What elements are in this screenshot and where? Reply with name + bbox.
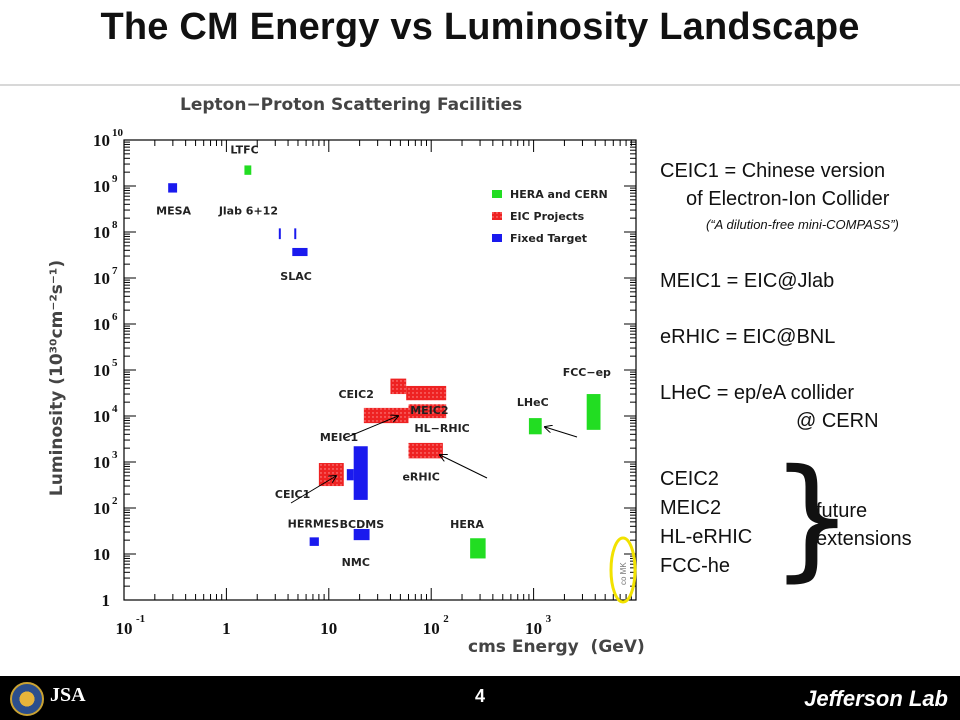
facility-label: HERMES [288,517,340,530]
x-tick-exponent: 2 [443,613,449,625]
future-item-1: CEIC2 [660,468,719,490]
y-tick-label: 10 [93,223,110,242]
slide-title: The CM Energy vs Luminosity Landscape [100,6,860,48]
arrow-lhec [545,427,578,438]
y-tick-exponent: 8 [112,219,118,231]
facility-box [318,463,344,487]
facility-box [244,165,252,175]
y-tick-exponent: 6 [112,311,118,323]
facility-label: LTFC [230,143,258,156]
legend-swatch [492,190,502,198]
facility-box [294,228,297,240]
x-tick-label: 10 [116,619,133,638]
note-lhec: LHeC = ep/eA collider [660,382,855,404]
future-label-1: future [816,500,868,522]
facility-label: BCDMS [340,518,385,531]
facility-box [408,442,443,459]
y-tick-label: 10 [93,131,110,150]
facility-label: FCC−ep [563,366,611,379]
future-item-3: HL-eRHIC [660,526,753,548]
facility-box [408,404,447,419]
facility-box [168,183,178,193]
facility-label: HERA [450,518,484,531]
x-tick-exponent: -1 [136,613,145,625]
y-tick-label: 10 [93,545,110,564]
y-tick-exponent: 5 [112,357,118,369]
y-tick-label: 10 [93,407,110,426]
facility-box [470,538,486,559]
facility-label: MESA [156,205,191,218]
y-tick-label: 10 [93,269,110,288]
facility-box [278,228,281,240]
note-lhec-cern: @ CERN [796,410,879,432]
x-tick-label: 10 [320,619,337,638]
future-brace: } [770,441,854,595]
title-divider [0,84,960,86]
facility-label: NMC [342,556,370,569]
facility-label: LHeC [517,396,549,409]
page-number: 4 [474,686,485,706]
footer-bar: JSA 4 Jefferson Lab [0,676,960,720]
y-tick-label: 10 [93,453,110,472]
y-tick-label: 10 [93,315,110,334]
y-tick-exponent: 7 [112,265,118,277]
future-label-2: extensions [816,528,912,550]
facility-box [346,469,354,481]
legend-entry: EIC Projects [510,210,585,223]
y-tick-exponent: 10 [112,127,124,139]
facility-box [353,446,368,500]
legend-swatch [492,234,502,242]
note-ceic1-quote: (“A dilution-free mini-COMPASS”) [706,217,899,232]
note-ceic1: CEIC1 = Chinese version [660,160,886,182]
facility-label: MEIC1 [320,431,358,444]
facility-label: CEIC1 [275,488,310,501]
y-axis-label: Luminosity (10³⁰cm⁻²s⁻¹) [47,260,67,496]
facility-label: HL−RHIC [414,422,469,435]
x-tick-exponent: 3 [546,613,552,625]
chart-title: Lepton−Proton Scattering Facilities [180,95,522,115]
note-ceic1-desc: of Electron-Ion Collider [686,188,890,210]
facility-box [406,385,447,401]
future-item-2: MEIC2 [660,497,722,519]
facility-label: CEIC2 [338,388,373,401]
arrow-ceic1 [290,476,336,504]
jefferson-lab-logo: Jefferson Lab [804,686,948,711]
x-tick-label: 1 [222,619,231,638]
chart-watermark: co MK [619,562,628,585]
facility-box [353,528,370,541]
y-tick-label: 10 [93,361,110,380]
facility-label: eRHIC [402,470,439,483]
y-tick-label: 10 [93,499,110,518]
legend-entry: HERA and CERN [510,188,608,201]
jsa-logo: JSA [50,684,86,706]
y-tick-exponent: 9 [112,173,118,185]
legend-entry: Fixed Target [510,232,587,245]
x-tick-label: 10 [525,619,542,638]
y-tick-label: 10 [93,177,110,196]
y-tick-exponent: 3 [112,449,118,461]
x-tick-label: 10 [423,619,440,638]
legend-swatch [492,212,502,220]
facility-label: MEIC2 [410,404,448,417]
x-axis-label: cms Energy (GeV) [468,637,645,657]
note-meic1: MEIC1 = EIC@Jlab [660,270,835,292]
facility-box [390,378,407,395]
facility-box [586,394,601,430]
watermark-ellipse [609,536,637,604]
y-tick-exponent: 2 [112,495,118,507]
note-erhic: eRHIC = EIC@BNL [660,326,836,348]
facility-label: SLAC [280,270,312,283]
y-tick-exponent: 4 [112,403,118,415]
facility-box [292,247,308,257]
facility-box [528,418,542,435]
y-tick-label: 1 [102,591,111,610]
plot-frame [123,139,637,601]
doe-seal-logo [10,682,44,716]
arrow-erhic [440,455,488,479]
arrow-meic1 [344,416,398,439]
facility-box [309,537,319,546]
future-item-4: FCC-he [660,555,731,577]
facility-label: Jlab 6+12 [218,204,278,217]
